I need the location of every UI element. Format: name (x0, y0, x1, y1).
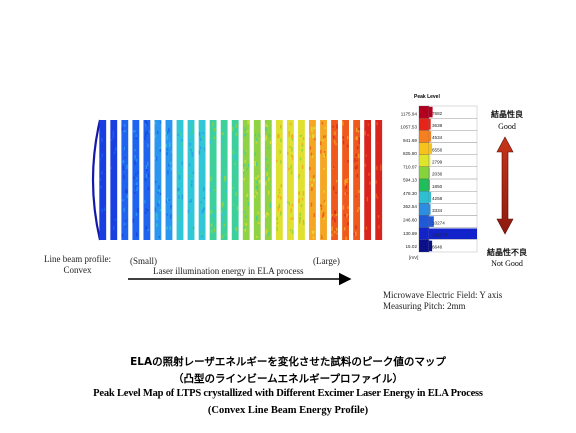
caption-en-line1: Peak Level Map of LTPS crystallized with… (93, 388, 483, 399)
map-stripe (165, 120, 173, 240)
legend-count-label: 6556 (432, 147, 443, 152)
legend-count-label: 1850 (432, 184, 443, 189)
legend-count-label: 10274 (432, 220, 445, 225)
quality-bad-en: Not Good (491, 259, 523, 268)
map-stripe (375, 120, 383, 240)
map-stripe (253, 120, 261, 240)
map-stripe (99, 120, 107, 240)
map-stripe (331, 120, 338, 240)
legend-tick-label: 1175.94 (401, 111, 418, 116)
map-stripe (220, 120, 228, 240)
legend-count-label: 2799 (432, 159, 443, 164)
legend-tick-label: 362.54 (403, 204, 417, 209)
legend-count-label: 102374 (432, 232, 448, 237)
legend-segment (418, 142, 430, 155)
quality-good-en: Good (498, 122, 516, 131)
legend-segment (418, 191, 430, 204)
legend-tick-label: 825.80 (403, 151, 417, 156)
map-stripe (286, 120, 294, 240)
legend-count-label: 7682 (432, 111, 443, 116)
legend-tick-label: 246.60 (403, 217, 417, 222)
map-stripe (342, 120, 350, 240)
axis-small-label: (Small) (130, 256, 157, 266)
legend-tick-label: 594.13 (403, 178, 417, 183)
beam-profile-label-line1: Line beam profile: (44, 254, 111, 264)
map-stripe (176, 120, 184, 240)
map-stripe (364, 120, 372, 240)
legend-tick-labels: 1175.94 1057.53 941.69 825.80 710.07 594.13 47… (400, 111, 417, 249)
legend-segment (418, 118, 430, 131)
quality-double-arrow (496, 136, 514, 235)
caption-jp-line1: ELAの照射レーザエネルギーを変化させた試料のピーク値のマップ (130, 356, 446, 368)
map-stripe (231, 120, 239, 240)
map-stripe (309, 120, 316, 240)
legend-segment (418, 215, 430, 228)
measurement-line2: Measuring Pitch: 2mm (383, 301, 466, 311)
map-stripe (121, 120, 129, 240)
beam-profile-label-line2: Convex (63, 265, 92, 275)
map-stripe (198, 120, 206, 240)
legend-count-label: 3638 (432, 123, 443, 128)
legend-segment (418, 178, 430, 192)
map-stripe (187, 120, 195, 240)
legend-tick-label: 1057.53 (400, 125, 417, 130)
legend-title: Peak Level (414, 94, 440, 100)
map-stripe (320, 120, 327, 240)
quality-bad-jp: 結晶性不良 (487, 247, 527, 257)
legend-count-bar (429, 155, 431, 167)
legend-count-bar (429, 167, 430, 179)
caption-jp-line2: （凸型のラインビームエネルギープロファイル） (172, 373, 404, 385)
legend-count-label: 2036 (432, 172, 443, 177)
quality-good-jp: 結晶性良 (491, 109, 523, 119)
legend-segment (418, 166, 430, 180)
legend-count-label: 4258 (432, 196, 443, 201)
legend-count-bar (429, 216, 434, 227)
map-stripe (275, 120, 283, 240)
map-stripe (242, 120, 250, 240)
beam-profile-curve (91, 119, 102, 241)
legend-tick-label: 478.30 (403, 191, 417, 196)
caption-en-line2: (Convex Line Beam Energy Profile) (207, 405, 369, 416)
legend-segment (418, 154, 430, 167)
measurement-line1: Microwave Electric Field: Y axis (383, 290, 503, 300)
legend-segment (418, 105, 430, 119)
peak-map-stripes (99, 120, 383, 240)
axis-large-label: (Large) (313, 256, 340, 266)
legend-color-bar (418, 105, 430, 253)
legend-count-label: 6646 (432, 245, 443, 250)
map-stripe (209, 120, 217, 240)
legend-count-bar (429, 106, 433, 118)
legend-segment (418, 239, 430, 253)
map-stripe (132, 120, 140, 240)
legend-tick-label: 130.69 (403, 231, 417, 236)
legend-segment (418, 130, 430, 143)
legend-count-bar (429, 191, 431, 203)
legend-tick-label: 15.02 (406, 244, 418, 249)
map-stripe (154, 120, 162, 240)
legend-count-label: 3334 (432, 208, 443, 213)
legend-count-bar (429, 228, 477, 240)
legend-count-bar (429, 143, 433, 154)
legend-tick-label: 710.07 (403, 164, 417, 169)
legend-count-labels: 7682 3638 4534 6556 2799 2036 1850 4258 3334 1027… (428, 105, 478, 253)
map-stripe (298, 120, 305, 240)
axis-arrow-label: Laser illumination energy in ELA process (153, 266, 304, 276)
measurement-info: Microwave Electric Field: Y axis Measuri… (383, 290, 502, 312)
map-stripe (353, 120, 361, 240)
legend-segment (418, 203, 430, 216)
legend-count-bar (429, 240, 433, 252)
legend-count-bar (429, 131, 432, 142)
legend-count-bar (429, 118, 431, 130)
legend-count-label: 4534 (432, 135, 443, 140)
legend-count-bar (429, 204, 431, 215)
beam-profile-label: Line beam profile: Convex (44, 254, 111, 276)
legend-segment (418, 227, 430, 240)
map-stripe (110, 120, 118, 240)
legend-unit: [mV] (409, 255, 418, 260)
legend-count-bar (429, 179, 430, 191)
legend-tick-label: 941.69 (403, 138, 417, 143)
map-stripe (264, 120, 272, 240)
map-stripe (143, 120, 151, 240)
